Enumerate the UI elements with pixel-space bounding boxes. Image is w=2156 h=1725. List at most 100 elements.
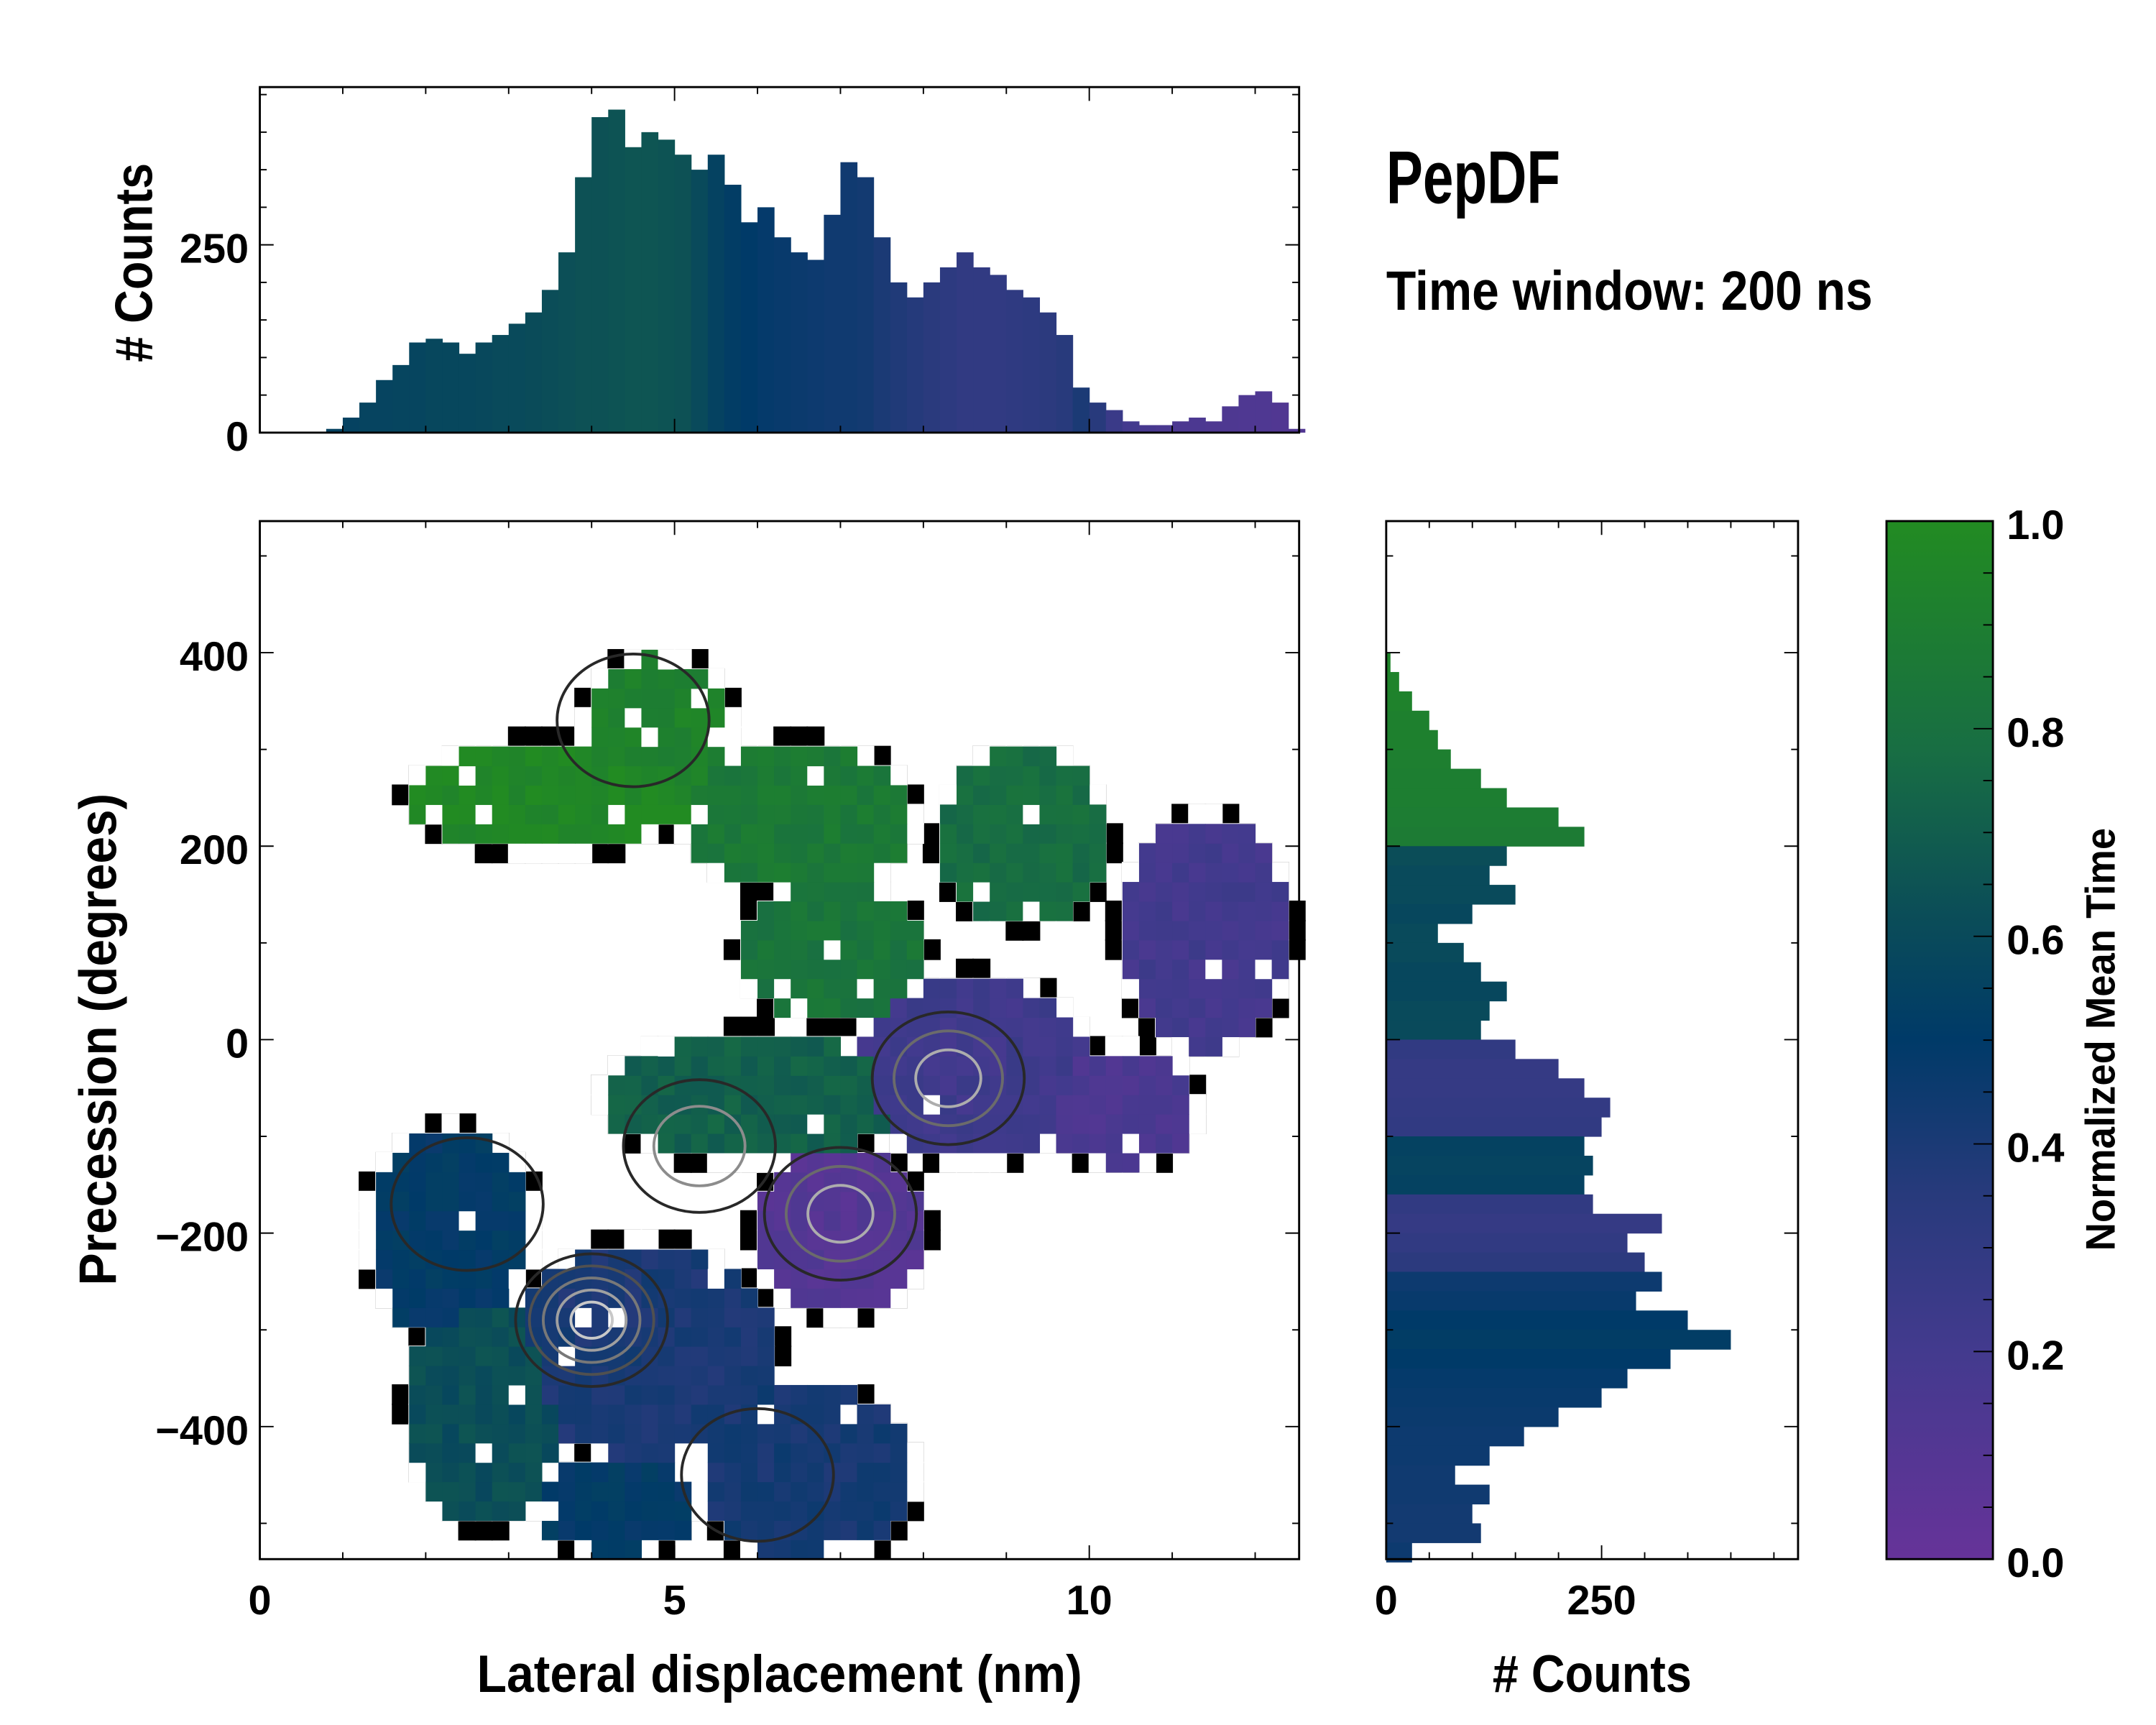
heatmap-cell: [625, 824, 642, 844]
heatmap-cell: [409, 1230, 426, 1251]
heatmap-cell: [840, 1384, 858, 1405]
heatmap-cell: [774, 824, 791, 844]
heatmap-cell: [608, 1520, 625, 1540]
heatmap-cell: [890, 804, 908, 824]
heatmap-cell: [425, 765, 443, 786]
heatmap-outline-gap: [972, 1151, 991, 1173]
heatmap-cell: [774, 1133, 791, 1154]
heatmap-outline-gap: [375, 1287, 394, 1309]
heatmap-outline-gap: [1022, 978, 1041, 999]
heatmap-cell: [1172, 843, 1189, 863]
heatmap-cell: [475, 1384, 493, 1405]
heatmap-cell: [740, 1075, 758, 1095]
heatmap-cell: [658, 1501, 676, 1521]
heatmap-cell: [1039, 1114, 1057, 1134]
heatmap-cell: [1222, 1017, 1240, 1037]
histogram-bar: [1138, 425, 1156, 433]
heatmap-cell: [774, 998, 791, 1018]
heatmap-cell: [442, 1307, 460, 1328]
heatmap-outline: [524, 726, 543, 748]
heatmap-cell: [475, 1152, 493, 1173]
heatmap-cell: [840, 1520, 858, 1540]
heatmap-cell: [807, 1443, 824, 1463]
heatmap-cell: [691, 785, 709, 805]
heatmap-cell: [459, 1288, 476, 1308]
heatmap-cell: [824, 824, 842, 844]
heatmap-cell: [558, 1327, 576, 1347]
heatmap-outline-gap: [607, 1055, 626, 1077]
heatmap-cell: [492, 1210, 510, 1231]
heatmap-cell: [840, 1404, 858, 1425]
heatmap-cell: [840, 1423, 858, 1444]
heatmap-cell: [508, 746, 526, 767]
heatmap-cell: [658, 1481, 676, 1502]
heatmap-cell: [1172, 920, 1189, 941]
heatmap-cell: [1122, 920, 1140, 941]
heatmap-cell: [824, 1056, 842, 1076]
heatmap-outline: [757, 1287, 775, 1309]
heatmap-outline: [856, 1307, 875, 1328]
heatmap-cell: [707, 1307, 725, 1328]
heatmap-cell: [973, 1095, 990, 1115]
heatmap-cell: [525, 1384, 543, 1405]
histogram-bar: [1386, 1330, 1731, 1350]
density-contour: [528, 1264, 655, 1376]
heatmap-cell: [857, 1172, 875, 1192]
heatmap-outline-gap: [989, 1151, 1008, 1173]
heatmap-cell: [1156, 882, 1173, 902]
heatmap-cell: [791, 843, 808, 863]
heatmap-cell: [890, 1230, 908, 1251]
heatmap-cell: [973, 1036, 990, 1057]
heatmap-cell: [641, 707, 659, 728]
heatmap-cell: [724, 1366, 742, 1386]
heatmap-outline: [922, 823, 941, 845]
heatmap-cell: [873, 1404, 891, 1425]
heatmap-cell: [890, 939, 908, 960]
heatmap-cell: [376, 1230, 393, 1251]
heatmap-cell: [608, 765, 625, 786]
heatmap-cell: [707, 785, 725, 805]
histogram-bar: [1271, 402, 1289, 433]
heatmap-outline: [1254, 1016, 1273, 1038]
right-xlabel: # Counts: [1493, 1645, 1692, 1703]
heatmap-cell: [1156, 1133, 1173, 1154]
heatmap-cell: [1238, 959, 1256, 980]
heatmap-cell: [807, 1114, 824, 1134]
heatmap-cell: [1222, 882, 1240, 902]
heatmap-cell: [475, 1172, 493, 1192]
heatmap-outline: [574, 1442, 593, 1463]
heatmap-cell: [1023, 998, 1041, 1018]
heatmap-cell: [442, 1249, 460, 1270]
heatmap-cell: [492, 1384, 510, 1405]
histogram-bar: [873, 237, 891, 433]
heatmap-cell: [857, 1056, 875, 1076]
heatmap-cell: [890, 824, 908, 844]
heatmap-outline: [757, 881, 775, 902]
heatmap-cell: [740, 824, 758, 844]
histogram-bar: [1238, 395, 1256, 433]
heatmap-cell: [857, 765, 875, 786]
heatmap-cell: [508, 1346, 526, 1366]
heatmap-cell: [492, 1462, 510, 1483]
histogram-bar: [1386, 846, 1507, 866]
heatmap-cell: [1072, 1075, 1090, 1095]
heatmap-cell: [824, 1423, 842, 1444]
heatmap-cell: [425, 785, 443, 805]
heatmap-cell: [1172, 1075, 1189, 1095]
heatmap-cell: [1089, 1114, 1107, 1134]
heatmap-cell: [824, 1540, 842, 1560]
heatmap-cell: [1006, 1056, 1023, 1076]
heatmap-outline-gap: [1188, 1094, 1207, 1116]
heatmap-outline-gap: [359, 1210, 377, 1231]
heatmap-cell: [840, 1210, 858, 1231]
heatmap-cell: [591, 1520, 609, 1540]
heatmap-cell: [757, 804, 775, 824]
heatmap-cell: [525, 785, 543, 805]
histogram-bar: [707, 155, 725, 433]
heatmap-outline-gap: [939, 1151, 957, 1173]
heatmap-cell: [541, 1384, 559, 1405]
heatmap-cell: [541, 1481, 559, 1502]
heatmap-cell: [475, 785, 493, 805]
heatmap-cell: [608, 1384, 625, 1405]
